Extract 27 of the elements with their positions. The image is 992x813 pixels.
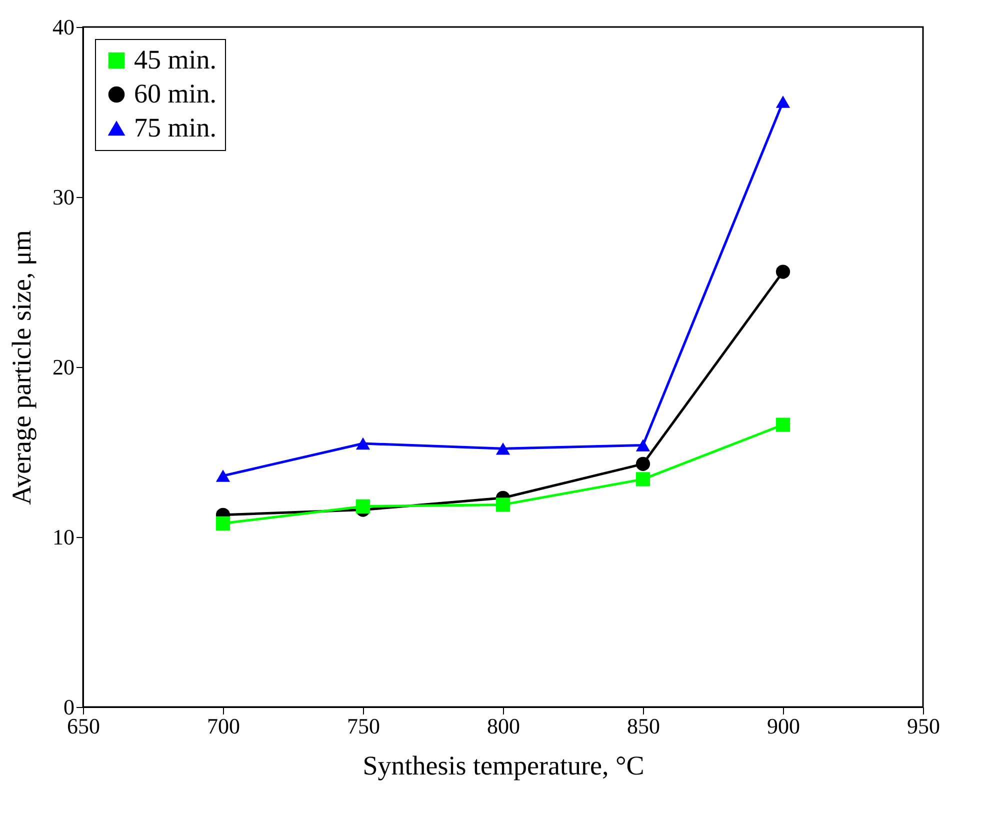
point [636, 472, 650, 486]
point [216, 470, 230, 482]
y-tick-label: 30 [52, 184, 74, 210]
x-tick-label: 850 [627, 714, 660, 738]
point [636, 456, 650, 471]
legend-label: 75 min. [134, 112, 217, 142]
x-tick-label: 900 [767, 714, 800, 738]
legend-label: 45 min. [134, 44, 217, 74]
point [776, 264, 790, 279]
point [496, 498, 510, 512]
x-tick-label: 800 [487, 714, 520, 738]
y-axis-title: Average particle size, μm [6, 230, 36, 505]
x-tick-label: 750 [347, 714, 380, 738]
point [356, 499, 370, 514]
x-tick-label: 700 [207, 714, 240, 738]
y-tick-label: 40 [52, 14, 74, 40]
y-tick-label: 20 [52, 354, 74, 380]
point [776, 418, 790, 432]
point [496, 442, 510, 455]
point [636, 439, 650, 452]
x-axis-title: Synthesis temperature, °C [362, 750, 644, 780]
point [216, 516, 230, 530]
x-tick-label: 950 [907, 714, 940, 738]
point [356, 437, 370, 450]
point [776, 96, 790, 108]
legend-label: 60 min. [134, 78, 217, 108]
y-tick-label: 10 [52, 524, 74, 550]
